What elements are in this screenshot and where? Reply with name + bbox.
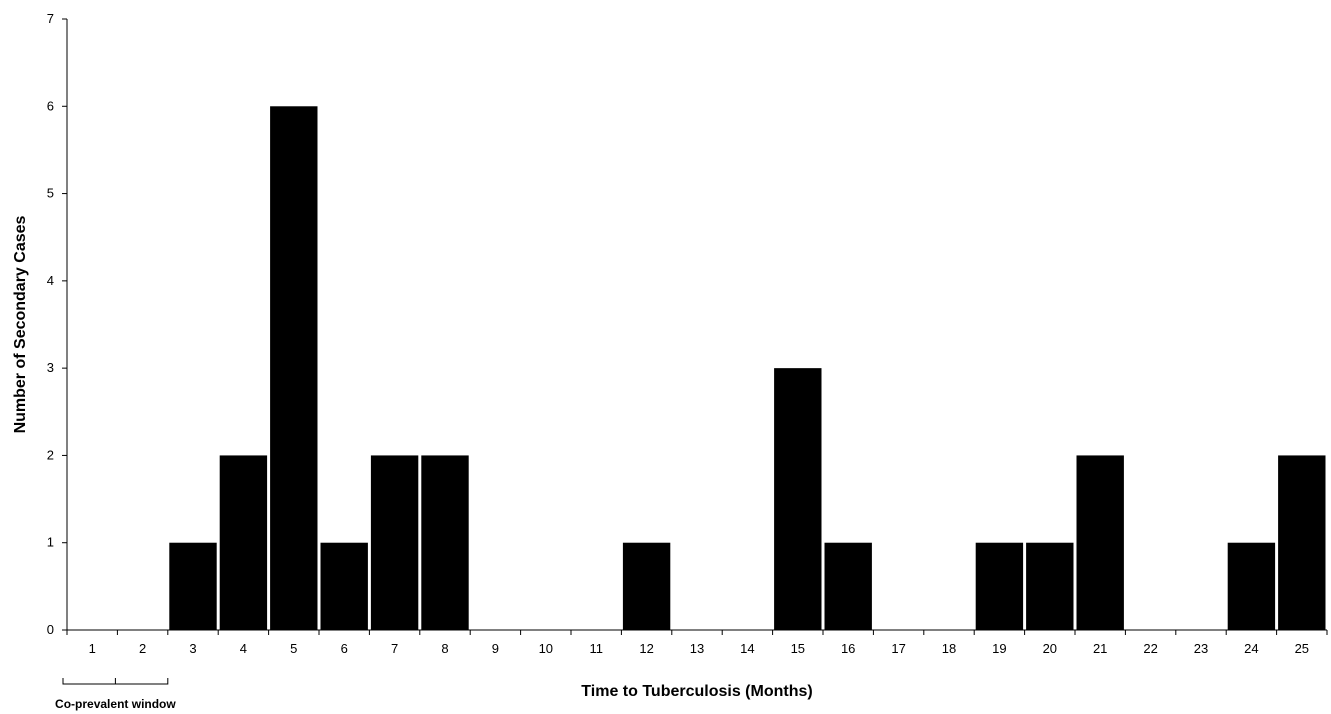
bar-8 xyxy=(421,455,469,630)
annotation-bracket xyxy=(62,678,169,685)
x-tick-label: 2 xyxy=(139,641,146,656)
x-tick-label: 25 xyxy=(1295,641,1309,656)
x-tick-label: 3 xyxy=(189,641,196,656)
annotation-group: Co-prevalent window xyxy=(55,678,176,711)
axes-group xyxy=(66,19,1327,631)
y-tick-label: 4 xyxy=(47,273,54,288)
x-tick-label: 7 xyxy=(391,641,398,656)
x-tick-label: 12 xyxy=(639,641,653,656)
bars-group xyxy=(169,106,1326,631)
x-tick-label: 24 xyxy=(1244,641,1258,656)
x-tick-label: 17 xyxy=(891,641,905,656)
bar-20 xyxy=(1026,542,1074,630)
bar-12 xyxy=(622,542,671,630)
bar-24 xyxy=(1227,542,1276,630)
y-axis-title: Number of Secondary Cases xyxy=(12,215,29,433)
bar-15 xyxy=(774,368,822,630)
x-tick-label: 23 xyxy=(1194,641,1208,656)
bar-6 xyxy=(320,542,368,630)
x-tick-label: 16 xyxy=(841,641,855,656)
x-tick-label: 20 xyxy=(1043,641,1057,656)
x-tick-label: 6 xyxy=(341,641,348,656)
x-axis-title: Time to Tuberculosis (Months) xyxy=(581,683,812,700)
bar-5 xyxy=(270,106,318,631)
bar-19 xyxy=(975,542,1024,630)
x-tick-label: 21 xyxy=(1093,641,1107,656)
x-tick-label: 22 xyxy=(1143,641,1157,656)
x-tick-label: 18 xyxy=(942,641,956,656)
x-tick-label: 11 xyxy=(589,641,603,656)
bar-21 xyxy=(1076,455,1124,630)
x-tick-label: 10 xyxy=(539,641,553,656)
bar-16 xyxy=(824,542,872,630)
y-tick-label: 1 xyxy=(47,535,54,550)
y-tick-label: 2 xyxy=(47,447,54,462)
annotation-label: Co-prevalent window xyxy=(55,697,176,711)
bar-3 xyxy=(169,542,217,630)
x-tick-label: 1 xyxy=(89,641,96,656)
y-tick-label: 6 xyxy=(47,98,54,113)
x-tick-label: 19 xyxy=(992,641,1006,656)
y-tick-label: 5 xyxy=(47,186,54,201)
x-tick-label: 8 xyxy=(441,641,448,656)
y-tick-label: 0 xyxy=(47,622,54,637)
y-tick-label: 3 xyxy=(47,360,54,375)
x-tick-label: 14 xyxy=(740,641,754,656)
x-tick-label: 4 xyxy=(240,641,247,656)
x-tick-label: 9 xyxy=(492,641,499,656)
bar-4 xyxy=(219,455,268,630)
bar-25 xyxy=(1278,455,1326,630)
bar-7 xyxy=(370,455,419,630)
x-tick-label: 5 xyxy=(290,641,297,656)
y-tick-label: 7 xyxy=(47,11,54,26)
x-tick-label: 15 xyxy=(791,641,805,656)
x-tick-label: 13 xyxy=(690,641,704,656)
